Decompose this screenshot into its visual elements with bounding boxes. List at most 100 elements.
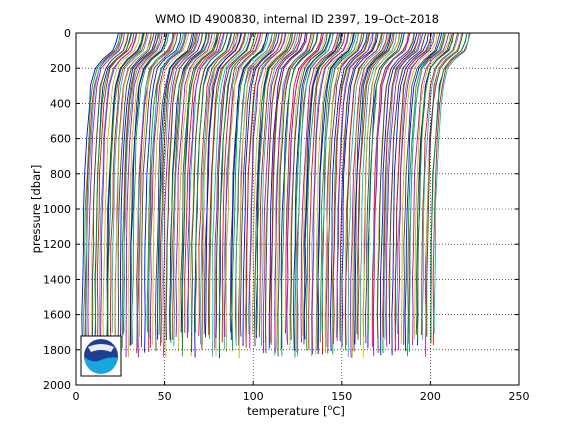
profile-line: [347, 32, 385, 357]
profile-line: [305, 32, 344, 351]
profile-line: [286, 32, 325, 345]
profile-line: [280, 32, 318, 349]
profile-line: [165, 32, 204, 341]
profile-line: [303, 32, 342, 340]
profile-line: [100, 32, 138, 349]
profile-line: [85, 32, 124, 357]
profile-line: [339, 32, 377, 342]
temperature-profiles: [81, 32, 471, 359]
profile-line: [121, 32, 159, 349]
profile-line: [169, 32, 208, 344]
profile-line: [81, 32, 119, 348]
profile-line: [114, 32, 153, 337]
profile-line: [416, 32, 455, 341]
profile-line: [107, 32, 145, 352]
profile-line: [83, 32, 121, 339]
profile-line: [149, 32, 188, 348]
profile-line: [293, 32, 331, 351]
profile-line: [215, 32, 253, 339]
profile-line: [175, 32, 213, 337]
profile-line: [296, 32, 335, 357]
profile-line: [294, 32, 332, 358]
profile-line: [186, 32, 225, 339]
profile-line: [308, 32, 346, 350]
profile-line: [300, 32, 339, 343]
profile-line: [178, 32, 216, 352]
profile-line: [426, 32, 464, 337]
profile-line: [321, 32, 359, 334]
profile-line: [372, 32, 411, 357]
profile-line: [221, 32, 259, 343]
profile-line: [212, 32, 250, 357]
profile-line: [131, 32, 170, 345]
profile-line: [332, 32, 371, 344]
profile-line: [194, 32, 233, 333]
profile-line: [258, 32, 296, 338]
profile-line: [125, 32, 163, 358]
profile-line: [421, 32, 459, 335]
profile-line: [367, 32, 405, 334]
profile-line: [123, 32, 161, 333]
profile-line: [330, 32, 368, 352]
profile-line: [146, 32, 184, 333]
profile-line: [109, 32, 148, 339]
logo-wave: [84, 357, 118, 375]
profile-line: [341, 32, 379, 348]
profile-line: [388, 32, 427, 345]
profile-line: [198, 32, 236, 337]
profile-line: [409, 32, 447, 352]
y-tick-label: 1800: [43, 344, 71, 357]
y-tick-label: 800: [50, 168, 71, 181]
profile-line: [251, 32, 290, 336]
profile-line: [208, 32, 247, 339]
profile-line: [365, 32, 403, 344]
profile-line: [384, 32, 422, 340]
profile-line: [268, 32, 306, 349]
profile-line: [415, 32, 453, 335]
x-tick-labels: 0 50 100 150 200 250: [73, 390, 530, 403]
profile-line: [235, 32, 273, 346]
profile-line: [432, 32, 470, 346]
profile-line: [130, 32, 168, 346]
profile-line: [382, 32, 420, 338]
profile-line: [327, 32, 365, 354]
profile-line: [430, 32, 468, 344]
y-tick-label: 0: [64, 27, 71, 40]
profile-line: [324, 32, 363, 354]
x-tick-label: 100: [243, 390, 264, 403]
y-axis-label: pressure [dbar]: [29, 165, 43, 254]
profile-line: [256, 32, 294, 334]
profile-line: [245, 32, 283, 348]
profile-line: [204, 32, 243, 338]
profile-line: [173, 32, 211, 347]
profile-line: [144, 32, 182, 353]
profile-line: [315, 32, 353, 355]
profile-line: [391, 32, 429, 356]
profile-line: [289, 32, 327, 349]
profile-line: [311, 32, 350, 355]
profile-line: [412, 32, 450, 346]
profile-line: [161, 32, 199, 343]
profile-line: [94, 32, 133, 334]
profile-line: [138, 32, 177, 337]
profile-line: [128, 32, 166, 358]
profile-line: [119, 32, 157, 357]
profile-line: [111, 32, 149, 334]
x-tick-label: 50: [158, 390, 172, 403]
profile-line: [231, 32, 270, 351]
profile-line: [172, 32, 210, 340]
profile-line: [91, 32, 129, 343]
y-tick-label: 1000: [43, 203, 71, 216]
grid-lines: [76, 33, 519, 385]
x-tick-label: 150: [331, 390, 352, 403]
profile-line: [354, 32, 392, 345]
profile-line: [385, 32, 424, 347]
profile-line: [274, 32, 312, 353]
y-tick-label: 400: [50, 97, 71, 110]
profile-line: [239, 32, 278, 337]
profile-line: [87, 32, 125, 344]
profile-line: [290, 32, 328, 340]
profile-line: [264, 32, 303, 354]
logo-gull: [88, 344, 114, 352]
